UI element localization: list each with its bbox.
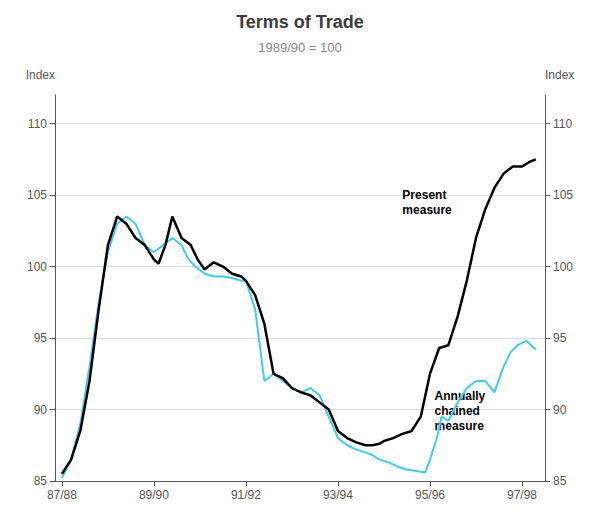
svg-text:95: 95 [34, 331, 48, 345]
svg-text:89/90: 89/90 [139, 488, 169, 502]
svg-text:97/98: 97/98 [507, 488, 537, 502]
svg-text:105: 105 [553, 188, 573, 202]
svg-text:105: 105 [27, 188, 47, 202]
svg-text:91/92: 91/92 [231, 488, 261, 502]
svg-text:90: 90 [553, 403, 567, 417]
svg-text:measure: measure [435, 419, 485, 433]
svg-text:95/96: 95/96 [415, 488, 445, 502]
svg-text:chained: chained [435, 404, 480, 418]
svg-text:93/94: 93/94 [323, 488, 353, 502]
svg-text:85: 85 [34, 474, 48, 488]
svg-text:100: 100 [27, 260, 47, 274]
svg-text:Index: Index [26, 68, 55, 82]
svg-text:87/88: 87/88 [47, 488, 77, 502]
svg-text:Present: Present [402, 188, 446, 202]
svg-text:95: 95 [553, 331, 567, 345]
svg-text:100: 100 [553, 260, 573, 274]
svg-text:Index: Index [545, 68, 574, 82]
svg-text:1989/90 = 100: 1989/90 = 100 [258, 40, 342, 55]
svg-text:measure: measure [402, 203, 452, 217]
svg-text:85: 85 [553, 474, 567, 488]
svg-text:Annually: Annually [435, 389, 486, 403]
svg-text:110: 110 [553, 117, 572, 131]
svg-text:90: 90 [34, 403, 48, 417]
svg-text:110: 110 [28, 117, 47, 131]
svg-text:Terms of Trade: Terms of Trade [236, 12, 364, 32]
